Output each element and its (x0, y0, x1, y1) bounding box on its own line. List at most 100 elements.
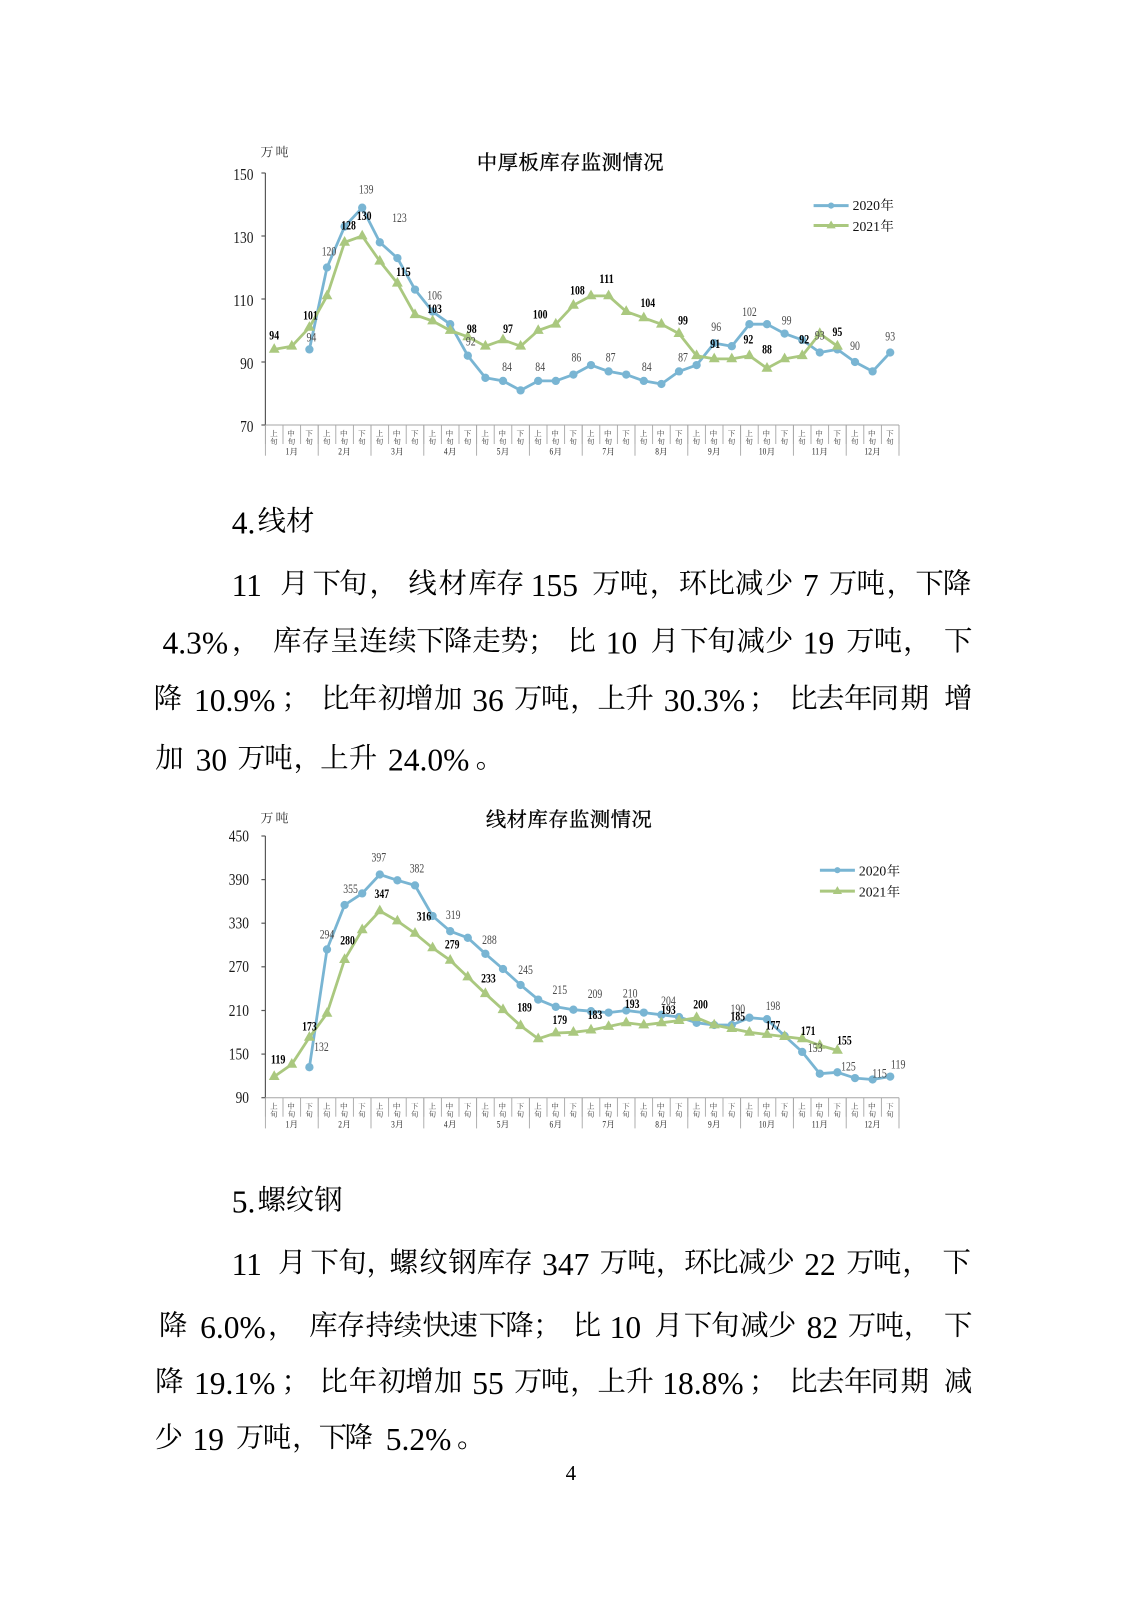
svg-text:397: 397 (372, 851, 387, 865)
svg-text:355: 355 (343, 882, 358, 896)
svg-text:2: 2 (338, 1119, 342, 1129)
svg-text:1: 1 (286, 1119, 290, 1129)
svg-text:2020: 2020 (853, 198, 881, 213)
svg-text:95: 95 (833, 325, 843, 339)
svg-text:92: 92 (799, 333, 809, 347)
svg-text:106: 106 (427, 289, 442, 303)
svg-text:330: 330 (229, 914, 249, 933)
svg-text:102: 102 (742, 305, 757, 319)
svg-text:10: 10 (759, 1119, 767, 1129)
svg-text:12: 12 (865, 447, 872, 457)
svg-text:210: 210 (623, 987, 638, 1001)
svg-text:5.: 5. (232, 1185, 256, 1220)
svg-text:8: 8 (655, 447, 659, 457)
svg-text:179: 179 (553, 1013, 568, 1027)
svg-text:270: 270 (229, 957, 249, 976)
svg-text:19.1%: 19.1% (194, 1366, 275, 1401)
svg-text:10: 10 (606, 626, 638, 661)
svg-text:177: 177 (766, 1019, 781, 1033)
svg-text:6.0%: 6.0% (200, 1310, 266, 1345)
svg-text:11: 11 (232, 568, 262, 603)
svg-text:209: 209 (588, 987, 603, 1001)
svg-text:108: 108 (570, 283, 585, 297)
svg-text:6: 6 (550, 1119, 554, 1129)
svg-text:84: 84 (535, 360, 545, 374)
svg-text:139: 139 (359, 183, 374, 197)
svg-text:19: 19 (803, 626, 835, 661)
svg-text:12: 12 (865, 1119, 872, 1129)
svg-text:215: 215 (553, 983, 568, 997)
svg-text:100: 100 (533, 308, 548, 322)
svg-text:130: 130 (357, 209, 372, 223)
svg-text:119: 119 (891, 1058, 906, 1072)
svg-text:93: 93 (885, 330, 895, 344)
svg-text:9: 9 (708, 447, 712, 457)
svg-text:90: 90 (240, 354, 253, 373)
svg-text:4: 4 (444, 447, 448, 457)
svg-text:125: 125 (841, 1059, 856, 1073)
svg-text:103: 103 (427, 302, 442, 316)
svg-text:82: 82 (807, 1310, 839, 1345)
svg-text:390: 390 (229, 870, 249, 889)
svg-text:9: 9 (708, 1119, 712, 1129)
svg-text:5.2%: 5.2% (386, 1422, 452, 1457)
svg-text:5: 5 (497, 1119, 501, 1129)
svg-text:153: 153 (808, 1041, 823, 1055)
svg-text:30.3%: 30.3% (664, 683, 745, 718)
svg-text:2: 2 (338, 447, 342, 457)
svg-text:7: 7 (803, 568, 819, 603)
svg-text:193: 193 (661, 1003, 676, 1017)
svg-text:189: 189 (517, 1001, 532, 1015)
svg-text:382: 382 (410, 861, 425, 875)
svg-text:347: 347 (375, 887, 390, 901)
svg-text:450: 450 (229, 826, 249, 845)
svg-text:280: 280 (340, 934, 355, 948)
svg-text:128: 128 (341, 218, 356, 232)
svg-text:198: 198 (766, 999, 781, 1013)
svg-text:30: 30 (196, 743, 228, 778)
svg-text:115: 115 (396, 265, 411, 279)
svg-text:173: 173 (302, 1019, 317, 1033)
svg-text:10.9%: 10.9% (194, 683, 275, 718)
svg-text:84: 84 (502, 360, 512, 374)
svg-text:36: 36 (472, 683, 504, 718)
svg-text:123: 123 (392, 211, 407, 225)
svg-text:4: 4 (566, 1461, 577, 1485)
svg-text:150: 150 (229, 1044, 249, 1063)
svg-text:93: 93 (815, 329, 825, 343)
svg-text:86: 86 (572, 351, 582, 365)
svg-text:84: 84 (642, 360, 652, 374)
svg-text:155: 155 (837, 1033, 852, 1047)
svg-text:190: 190 (731, 1002, 746, 1016)
svg-text:193: 193 (625, 997, 640, 1011)
svg-text:87: 87 (606, 350, 616, 364)
svg-text:11: 11 (812, 447, 819, 457)
svg-text:90: 90 (236, 1088, 249, 1107)
svg-text:4.3%: 4.3% (163, 626, 229, 661)
svg-text:130: 130 (233, 228, 253, 247)
svg-text:2021: 2021 (859, 885, 887, 900)
svg-text:96: 96 (711, 320, 721, 334)
svg-text:171: 171 (801, 1024, 816, 1038)
svg-text:245: 245 (518, 963, 533, 977)
svg-text:10: 10 (610, 1310, 642, 1345)
svg-text:119: 119 (271, 1053, 286, 1067)
svg-text:294: 294 (320, 927, 335, 941)
svg-text:110: 110 (233, 291, 253, 310)
svg-text:115: 115 (872, 1067, 887, 1081)
svg-text:11: 11 (812, 1119, 819, 1129)
svg-text:233: 233 (481, 972, 496, 986)
svg-text:120: 120 (322, 245, 337, 259)
svg-text:19: 19 (193, 1422, 225, 1457)
svg-text:2021: 2021 (853, 219, 881, 234)
svg-text:155: 155 (531, 568, 578, 603)
svg-text:1: 1 (286, 447, 290, 457)
svg-text:94: 94 (269, 328, 279, 342)
svg-text:185: 185 (731, 1010, 746, 1024)
svg-text:97: 97 (503, 322, 513, 336)
svg-text:90: 90 (850, 339, 860, 353)
svg-text:22: 22 (804, 1247, 836, 1282)
svg-text:210: 210 (229, 1001, 249, 1020)
svg-text:6: 6 (550, 447, 554, 457)
svg-text:347: 347 (542, 1247, 589, 1282)
